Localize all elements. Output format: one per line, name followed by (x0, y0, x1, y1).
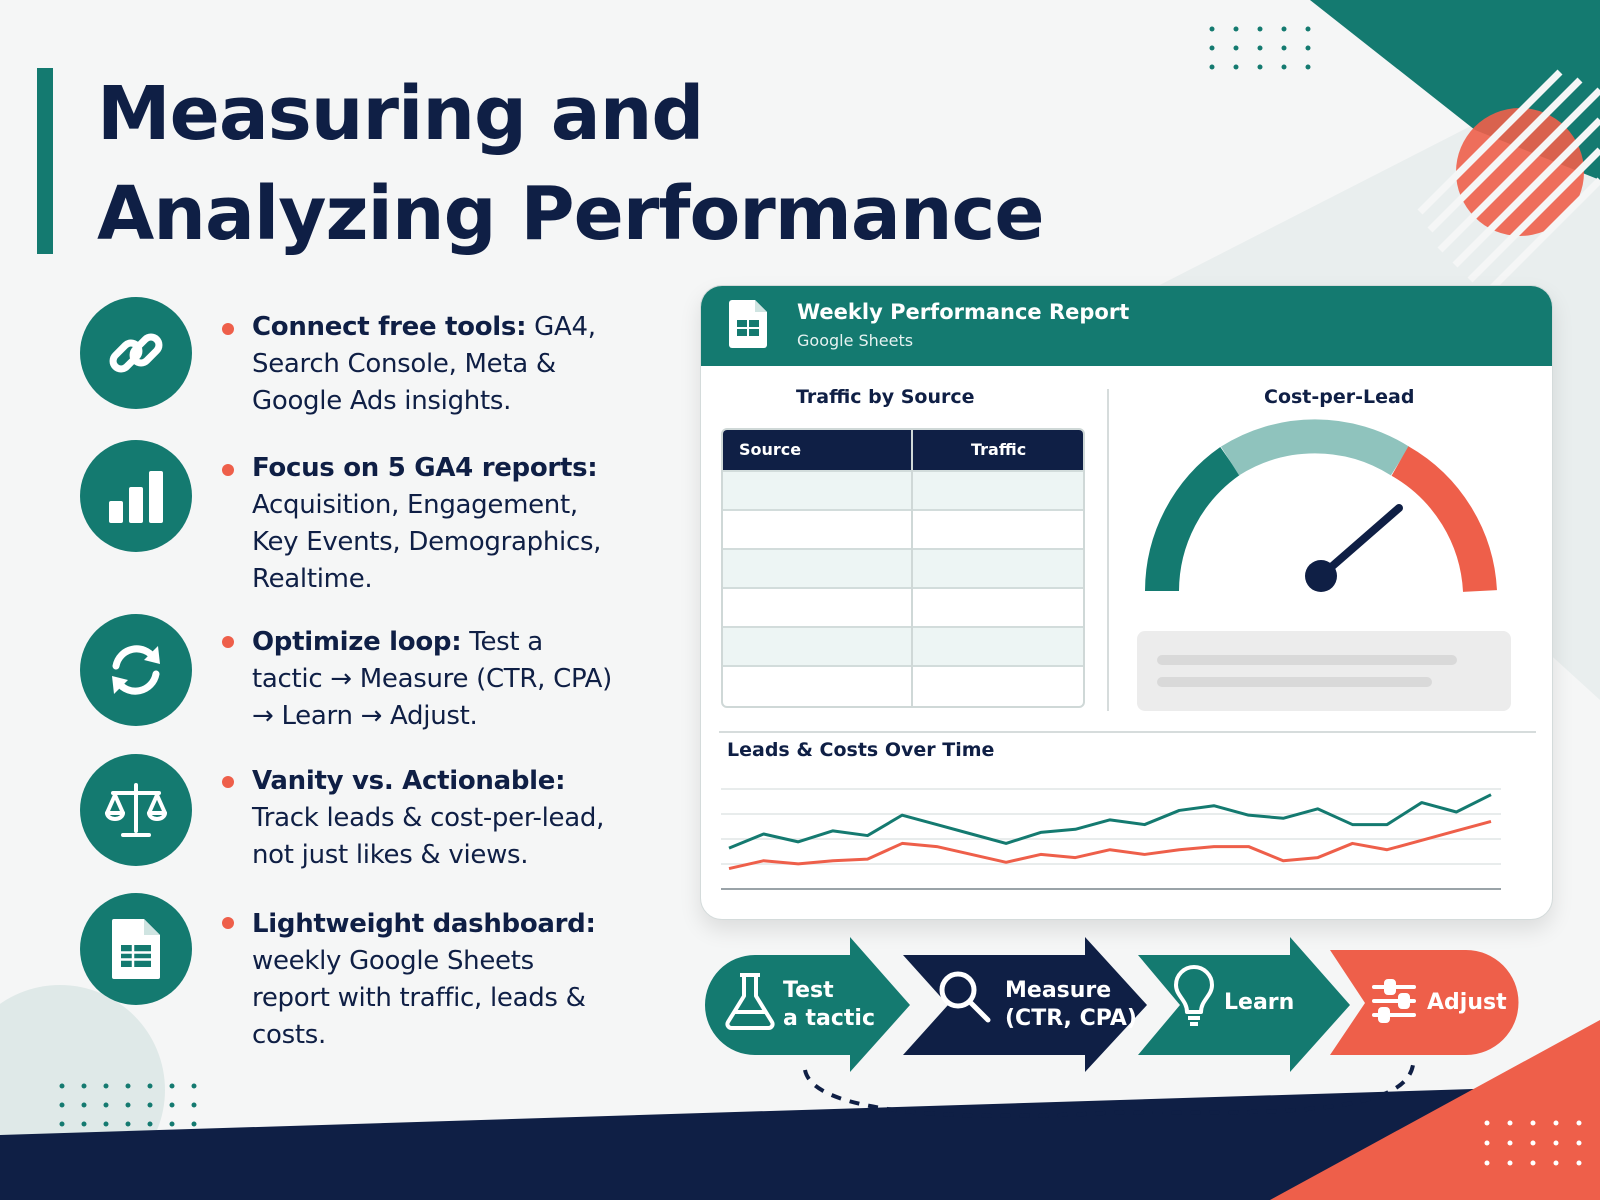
table-row (723, 626, 1083, 665)
traffic-table: Source Traffic (721, 428, 1085, 708)
table-row (723, 587, 1083, 626)
flow-step-adjust (1330, 950, 1519, 1055)
chart-series-line-2 (728, 819, 1492, 871)
refresh-icon (80, 614, 192, 726)
gauge-needle (1317, 504, 1403, 580)
flow-label-test-line2: a tactic (783, 1006, 876, 1031)
table-row (723, 509, 1083, 548)
flow-step-learn (1138, 937, 1350, 1072)
bullet-body: Track leads & cost-per-lead, not just li… (252, 803, 605, 870)
title-accent-bar (37, 68, 53, 254)
cpl-panel-title: Cost-per-Lead (1264, 386, 1415, 408)
link-icon (80, 297, 192, 409)
table-row (723, 470, 1083, 509)
leads-costs-line-chart (721, 788, 1501, 890)
lightbulb-icon (1174, 965, 1214, 1026)
bullet-heading: Connect free tools: (252, 312, 527, 342)
bullet-dot (222, 636, 234, 648)
flow-label-test: Test a tactic (783, 977, 875, 1033)
flask-icon (725, 973, 775, 1030)
spreadsheet-icon (80, 893, 192, 1005)
flow-label-measure-line2: (CTR, CPA) (1005, 1006, 1137, 1031)
page-title: Measuring and Analyzing Performance (97, 64, 1045, 264)
gauge-hub (1305, 560, 1337, 592)
panel-divider (1107, 389, 1109, 711)
sliders-icon (1372, 979, 1416, 1023)
weekly-report-card: Weekly Performance Report Google Sheets … (700, 285, 1553, 920)
bullet-text: Connect free tools: GA4, Search Console,… (252, 309, 612, 420)
flow-label-test-line1: Test (783, 978, 834, 1003)
flow-step-test (705, 937, 910, 1072)
bullet-text: Focus on 5 GA4 reports: Acquisition, Eng… (252, 450, 612, 598)
flow-step-measure (903, 937, 1147, 1072)
section-divider (719, 731, 1536, 733)
report-title: Weekly Performance Report (797, 300, 1130, 324)
magnifier-icon (939, 971, 991, 1023)
bullet-heading: Focus on 5 GA4 reports: (252, 453, 598, 483)
bullet-dot (222, 917, 234, 929)
bullet-text: Optimize loop: Test a tactic → Measure (… (252, 624, 612, 735)
google-sheets-icon (729, 300, 767, 348)
table-header-row: Source Traffic (723, 430, 1083, 470)
scales-icon (80, 754, 192, 866)
table-header-source: Source (739, 440, 802, 459)
chart-title: Leads & Costs Over Time (727, 739, 995, 761)
bullet-dot (222, 323, 234, 335)
table-row (723, 548, 1083, 587)
bullet-text: Vanity vs. Actionable: Track leads & cos… (252, 763, 612, 874)
table-column-divider (911, 430, 913, 706)
page-title-line2: Analyzing Performance (97, 171, 1045, 257)
bullet-dot (222, 776, 234, 788)
gauge-caption-placeholder (1137, 631, 1511, 711)
page-title-line1: Measuring and (97, 71, 704, 157)
report-header: Weekly Performance Report Google Sheets (701, 286, 1552, 366)
bullet-body: Acquisition, Engagement, Key Events, Dem… (252, 490, 602, 594)
flow-label-measure-line1: Measure (1005, 978, 1112, 1003)
bullet-text: Lightweight dashboard: weekly Google She… (252, 906, 612, 1054)
bullet-body: weekly Google Sheets report with traffic… (252, 946, 586, 1050)
bullet-heading: Lightweight dashboard: (252, 909, 596, 939)
report-subtitle: Google Sheets (797, 331, 914, 350)
bullet-heading: Optimize loop: (252, 627, 462, 657)
cost-per-lead-gauge (1145, 419, 1497, 593)
bullet-body: Test a tactic → Measure (CTR, CPA) → Lea… (252, 627, 612, 731)
table-header-traffic: Traffic (971, 440, 1027, 459)
table-row (723, 665, 1083, 704)
flow-label-adjust: Adjust (1427, 990, 1507, 1015)
bar-chart-icon (80, 440, 192, 552)
bullet-body: GA4, Search Console, Meta & Google Ads i… (252, 312, 596, 416)
flow-label-measure: Measure (CTR, CPA) (1005, 977, 1137, 1033)
flow-label-learn: Learn (1224, 990, 1295, 1015)
chart-series-line-1 (728, 793, 1492, 850)
bullet-dot (222, 464, 234, 476)
loop-return-arrow (803, 1064, 1415, 1118)
bullet-heading: Vanity vs. Actionable: (252, 766, 566, 796)
traffic-panel-title: Traffic by Source (796, 386, 975, 408)
